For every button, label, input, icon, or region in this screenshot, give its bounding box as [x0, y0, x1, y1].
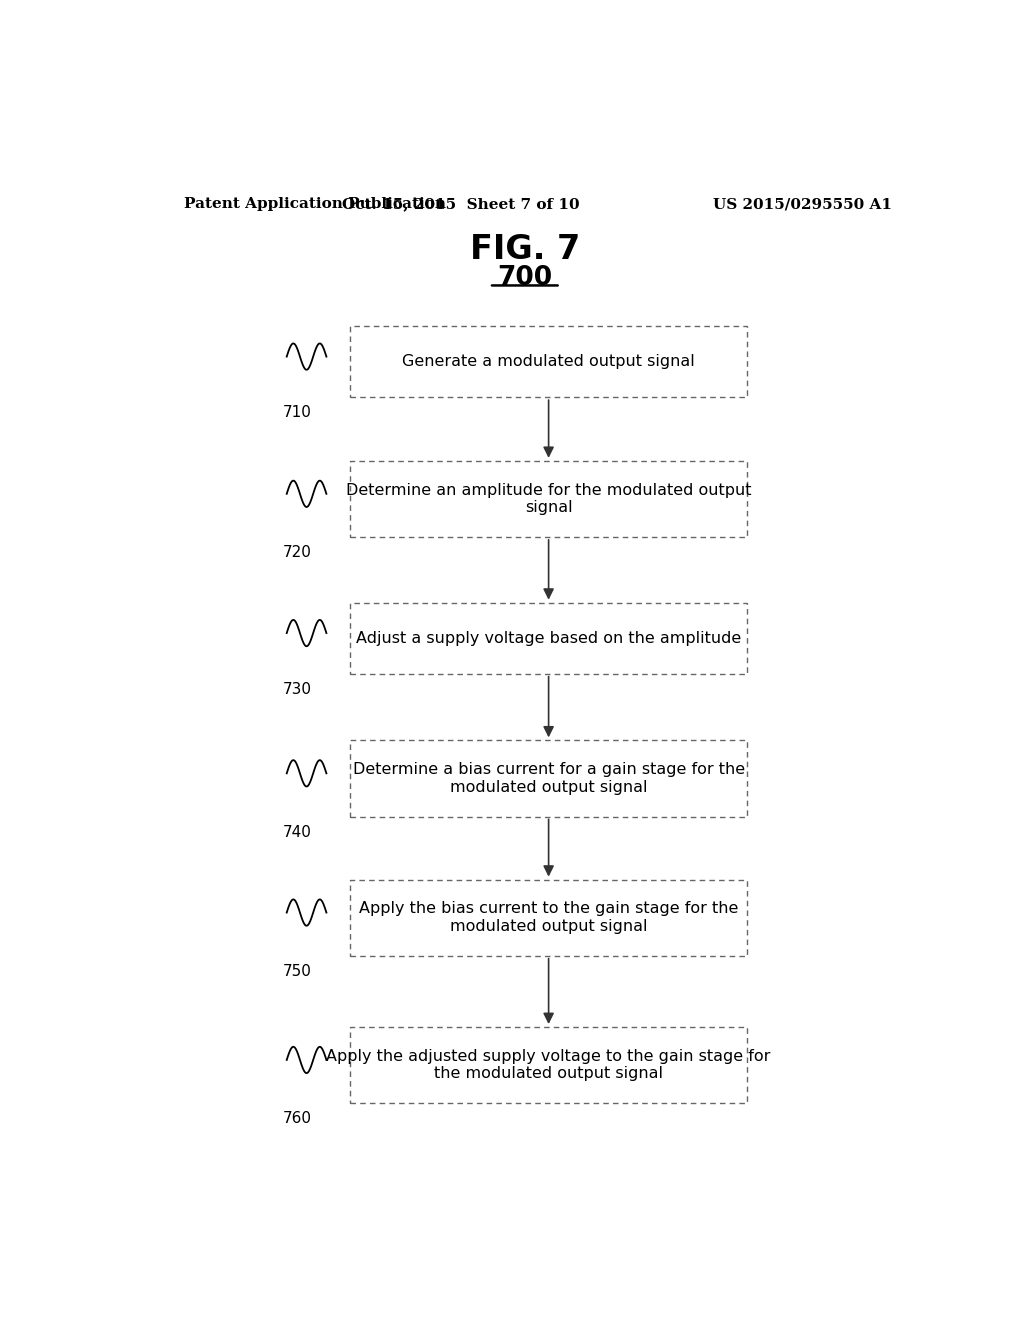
- Text: Determine a bias current for a gain stage for the
modulated output signal: Determine a bias current for a gain stag…: [352, 762, 744, 795]
- Text: Apply the bias current to the gain stage for the
modulated output signal: Apply the bias current to the gain stage…: [359, 902, 738, 933]
- Text: 730: 730: [283, 682, 311, 697]
- Text: 700: 700: [498, 265, 552, 292]
- Text: Generate a modulated output signal: Generate a modulated output signal: [402, 354, 695, 370]
- FancyBboxPatch shape: [350, 461, 748, 537]
- Text: 710: 710: [283, 405, 311, 420]
- FancyBboxPatch shape: [350, 602, 748, 673]
- Text: 720: 720: [283, 545, 311, 560]
- Text: US 2015/0295550 A1: US 2015/0295550 A1: [713, 197, 892, 211]
- Text: 760: 760: [283, 1111, 311, 1126]
- Text: Apply the adjusted supply voltage to the gain stage for
the modulated output sig: Apply the adjusted supply voltage to the…: [327, 1049, 771, 1081]
- FancyBboxPatch shape: [350, 741, 748, 817]
- Text: Determine an amplitude for the modulated output
signal: Determine an amplitude for the modulated…: [346, 483, 752, 515]
- Text: Oct. 15, 2015  Sheet 7 of 10: Oct. 15, 2015 Sheet 7 of 10: [342, 197, 581, 211]
- Text: Patent Application Publication: Patent Application Publication: [183, 197, 445, 211]
- Text: 740: 740: [283, 825, 311, 840]
- FancyBboxPatch shape: [350, 326, 748, 397]
- FancyBboxPatch shape: [350, 1027, 748, 1104]
- Text: FIG. 7: FIG. 7: [470, 234, 580, 267]
- Text: 750: 750: [283, 964, 311, 979]
- FancyBboxPatch shape: [350, 879, 748, 956]
- Text: Adjust a supply voltage based on the amplitude: Adjust a supply voltage based on the amp…: [356, 631, 741, 645]
